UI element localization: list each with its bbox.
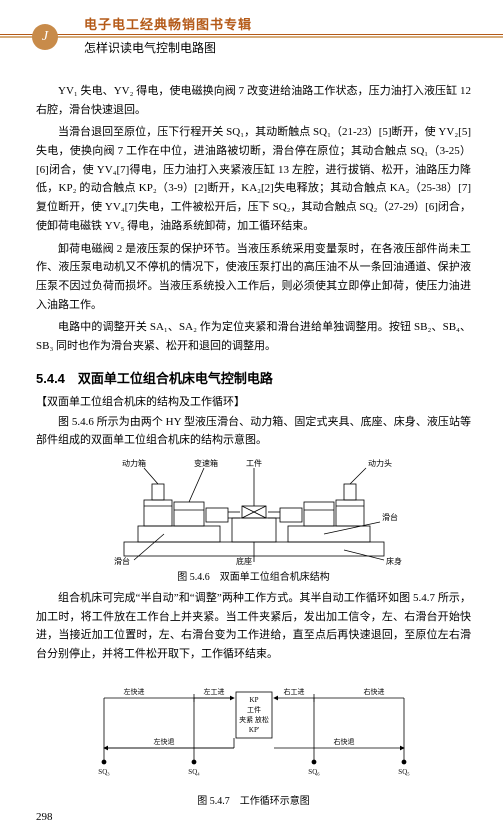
figure-547-diagram: 左快进 左工进 左快退 右快进 右工进 右快退 KP 工件 夹紧 放松 KP' … (74, 670, 434, 790)
fig-label: KP' (248, 726, 258, 734)
fig-label: 左工进 (203, 687, 224, 696)
paragraph: YV₁ 失电、YV₂ 得电，使电磁换向阀 7 改变进给油路工作状态，压力油打入液… (36, 82, 471, 119)
header-badge-icon: J (32, 24, 58, 50)
badge-letter: J (42, 29, 48, 45)
fig-label: 动力头 (368, 458, 392, 468)
header-rule-thick (0, 36, 503, 38)
bracket-title: 【双面单工位组合机床的结构及工作循环】 (36, 393, 471, 409)
paragraph: 图 5.4.6 所示为由两个 HY 型液压滑台、动力箱、固定式夹具、底座、床身、… (36, 413, 471, 450)
fig-label: 右快退 (333, 737, 354, 746)
figure-547-caption: 图 5.4.7 工作循环示意图 (36, 792, 471, 807)
paragraph: 卸荷电磁阀 2 是液压泵的保护环节。当液压系统采用变量泵时，在各液压部件尚未工作… (36, 240, 471, 315)
fig-label: 右工进 (283, 687, 304, 696)
fig-label: 变速箱 (194, 458, 218, 468)
fig-label: SQ₅ (398, 768, 410, 776)
fig-label: 工件 (246, 458, 262, 468)
section-heading: 5.4.4 双面单工位组合机床电气控制电路 (36, 368, 471, 387)
fig-label: SQ₄ (188, 768, 200, 776)
paragraph: 电路中的调整开关 SA₁、SA₂ 作为定位夹紧和滑台进给单独调整用。按钮 SB₂… (36, 318, 471, 355)
fig-label: 夹紧 放松 (239, 715, 269, 724)
fig-label: 滑台 (382, 512, 398, 522)
figure-546-diagram: 动力箱 变速箱 工件 动力头 滑台 滑台 底座 床身 (94, 456, 414, 566)
paragraph: 组合机床可完成“半自动”和“调整”两种工作方式。其半自动工作循环如图 5.4.7… (36, 589, 471, 664)
fig-label: 右快进 (363, 687, 384, 696)
figure-546-caption: 图 5.4.6 双面单工位组合机床结构 (36, 568, 471, 583)
fig-label: 动力箱 (122, 458, 146, 468)
fig-label: 床身 (386, 556, 402, 566)
page-number: 298 (36, 811, 53, 823)
fig-label: 工件 (247, 705, 261, 714)
fig-label: 左快退 (153, 737, 174, 746)
fig-label: 滑台 (114, 556, 130, 566)
paragraph: 当滑台退回至原位，压下行程开关 SQ₁，其动断触点 SQ₁（21-23）[5]断… (36, 123, 471, 235)
page-header: 电子电工经典畅销图书专辑 J 怎样识读电气控制电路图 (36, 0, 471, 78)
fig-label: SQ₃ (98, 768, 110, 776)
header-rule-thin (0, 34, 503, 35)
fig-label: 左快进 (123, 687, 144, 696)
fig-label: KP (249, 696, 258, 704)
fig-label: 底座 (236, 556, 252, 566)
fig-label: SQ₆ (308, 768, 320, 776)
series-title: 电子电工经典畅销图书专辑 (84, 14, 471, 33)
header-subtitle: 怎样识读电气控制电路图 (84, 39, 471, 56)
